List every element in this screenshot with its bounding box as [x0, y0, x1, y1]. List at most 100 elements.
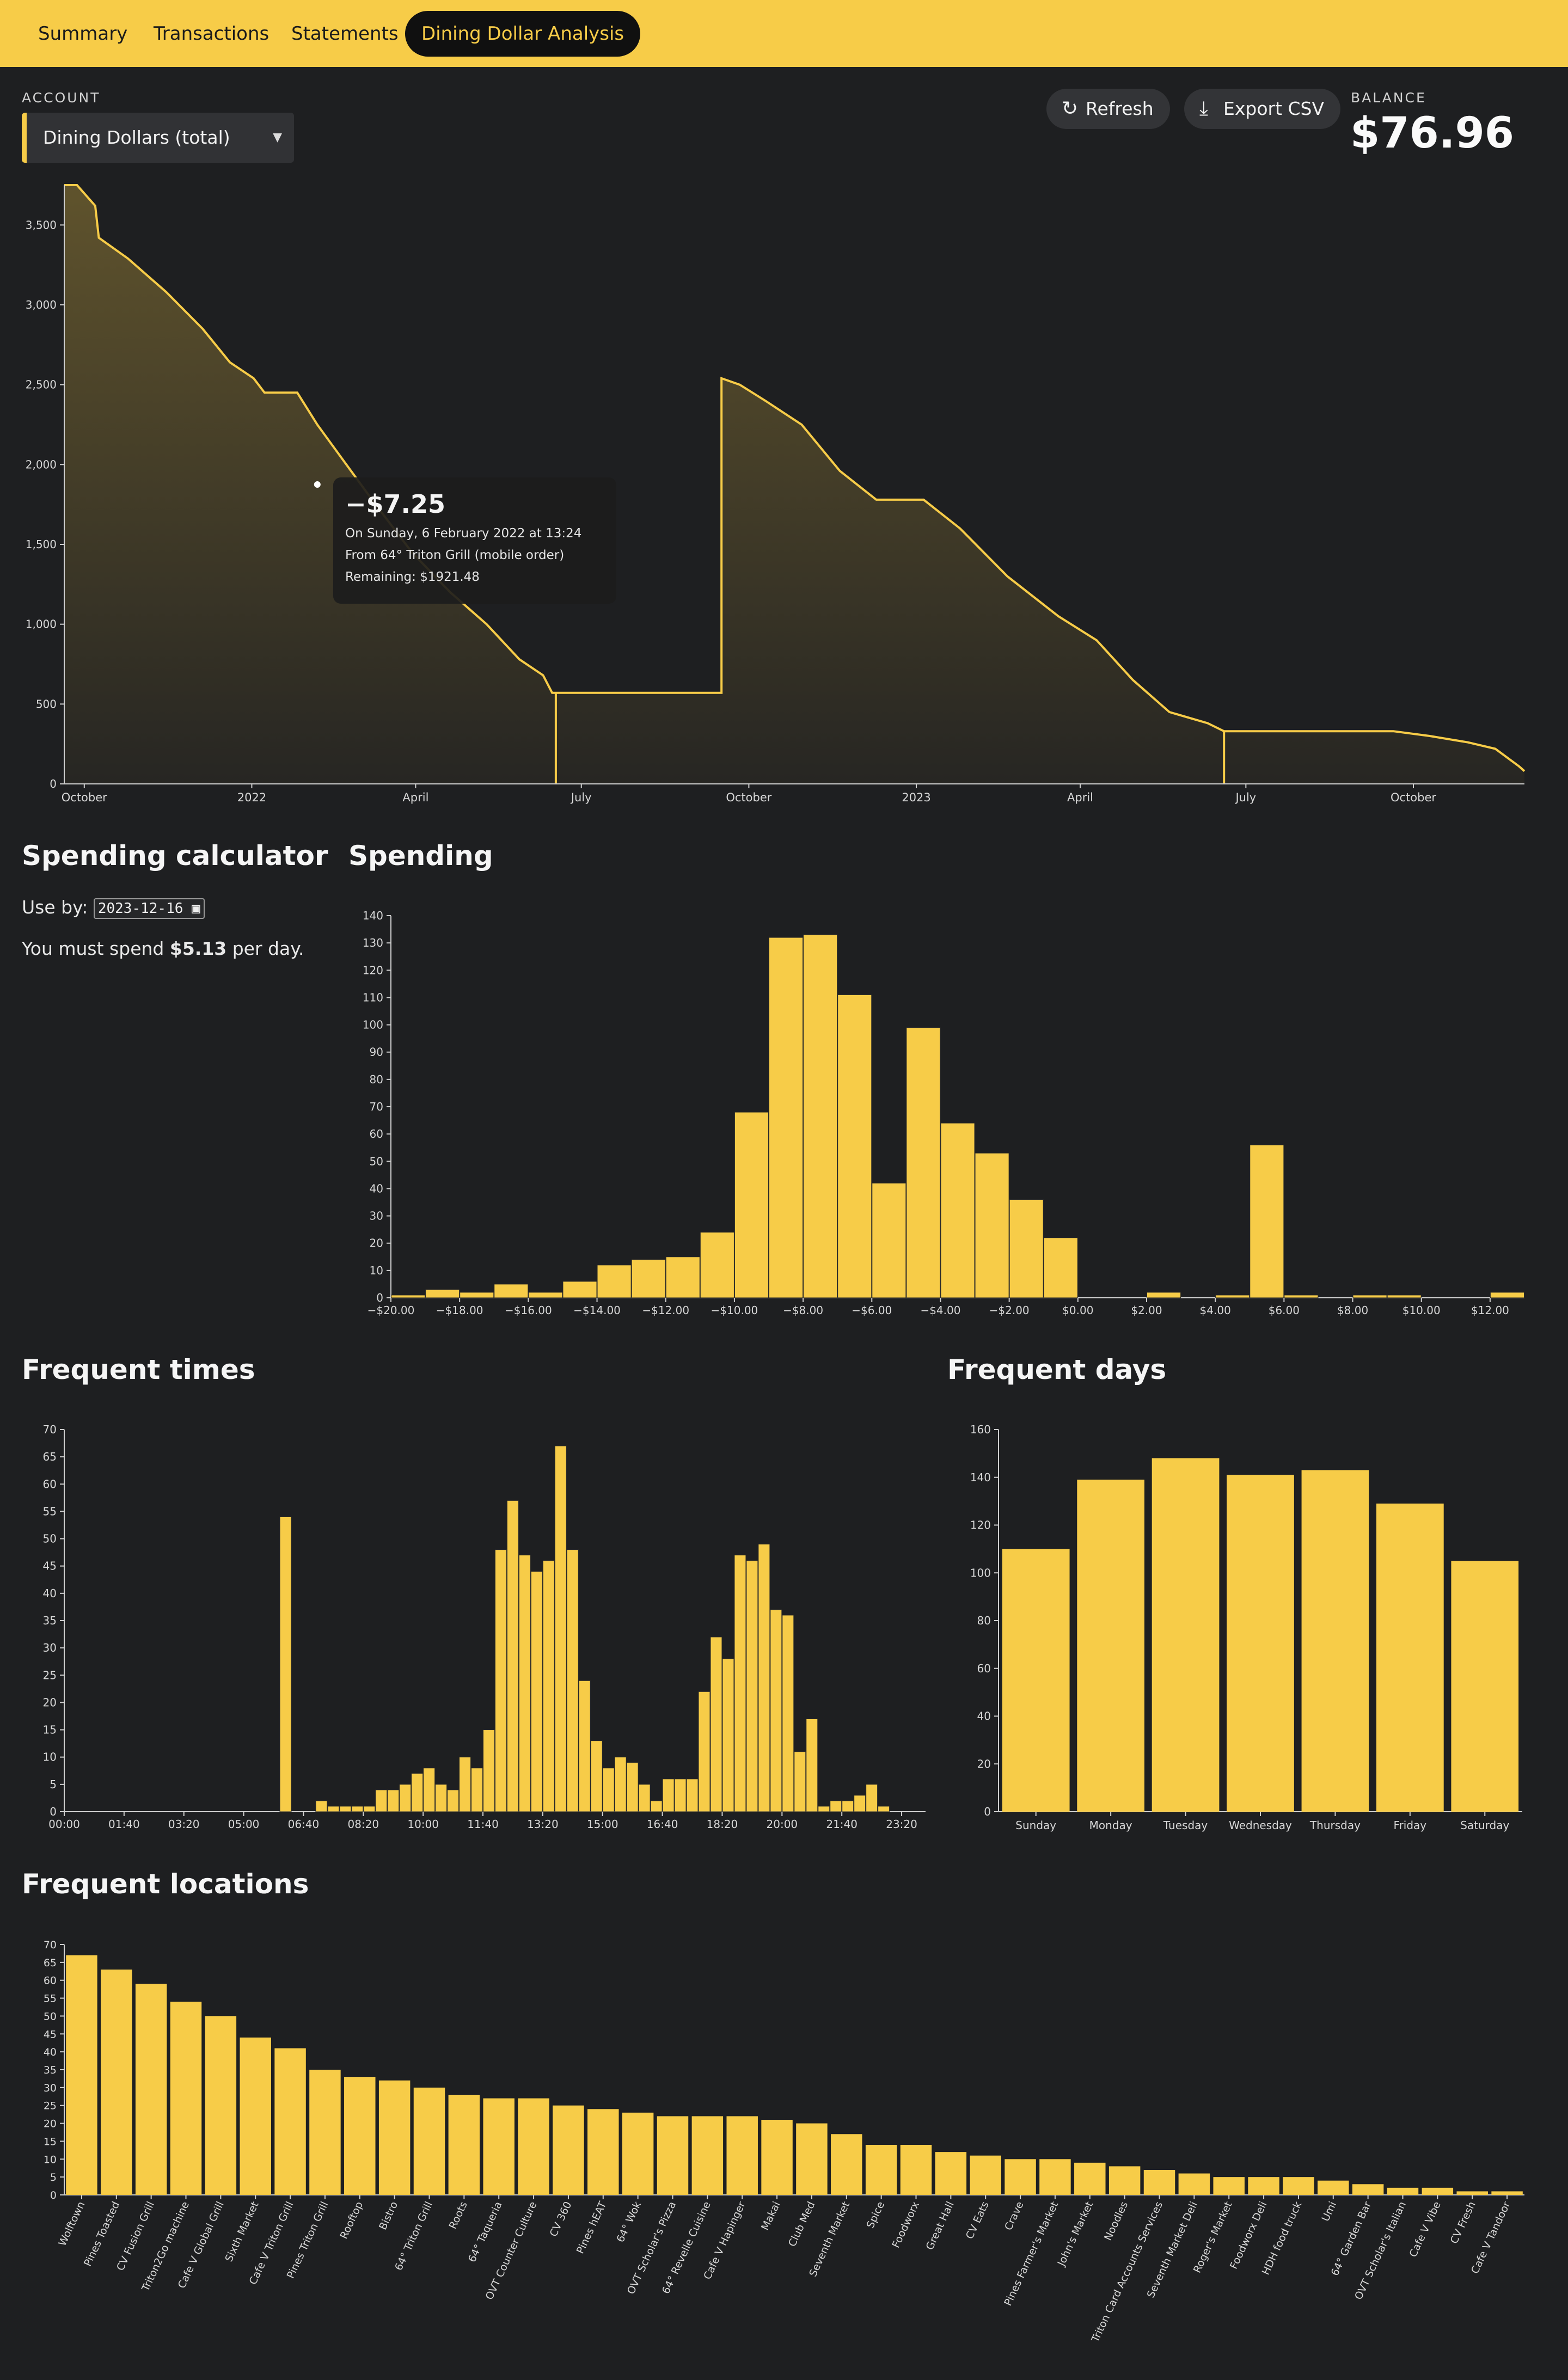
x-tick-label: −$2.00 — [989, 1304, 1030, 1317]
y-tick-label: 20 — [43, 1696, 57, 1709]
time-bar — [518, 1555, 531, 1812]
y-tick-label: 500 — [36, 697, 57, 710]
y-tick-label: 100 — [970, 1566, 991, 1579]
time-bar — [399, 1784, 412, 1812]
tab-transactions[interactable]: Transactions — [154, 23, 270, 45]
time-bar — [566, 1549, 579, 1812]
frequent-days-title: Frequent days — [947, 1354, 1167, 1385]
y-tick-label: 65 — [44, 1957, 57, 1969]
x-tick-label: April — [402, 791, 428, 804]
tab-statements[interactable]: Statements — [291, 23, 399, 45]
use-by-row: Use by: 2023-12-16 ▣ — [22, 897, 205, 919]
day-bar — [1077, 1480, 1144, 1812]
time-bar — [794, 1751, 806, 1812]
x-tick-label: −$6.00 — [852, 1304, 892, 1317]
y-tick-label: 90 — [370, 1046, 383, 1059]
time-bar — [327, 1806, 340, 1812]
tab-dining-dollar-analysis[interactable]: Dining Dollar Analysis — [405, 11, 641, 57]
tooltip-amount: −$7.25 — [345, 489, 446, 519]
spending-bar — [391, 1295, 426, 1298]
x-tick-label: −$20.00 — [367, 1304, 415, 1317]
location-bar — [1387, 2187, 1419, 2195]
location-label: Wolftown — [57, 2200, 88, 2248]
y-tick-label: 35 — [43, 1614, 57, 1627]
use-by-date-value: 2023-12-16 — [97, 900, 183, 917]
location-bar — [1318, 2180, 1349, 2195]
y-tick-label: 60 — [44, 1975, 57, 1987]
day-bar — [1451, 1561, 1519, 1812]
use-by-date-input[interactable]: 2023-12-16 ▣ — [93, 898, 205, 919]
location-bar — [691, 2116, 724, 2195]
time-bar — [626, 1762, 639, 1812]
y-tick-label: 60 — [370, 1127, 383, 1140]
y-tick-label: 70 — [44, 1939, 57, 1951]
location-bar — [378, 2080, 411, 2195]
spending-bar — [494, 1284, 529, 1298]
location-label: John's Market — [1055, 2200, 1095, 2268]
x-tick-label: $8.00 — [1337, 1304, 1368, 1317]
y-tick-label: 30 — [44, 2082, 57, 2094]
time-bar — [447, 1789, 460, 1812]
x-tick-label: −$14.00 — [573, 1304, 621, 1317]
y-tick-label: 0 — [50, 777, 57, 790]
balance-chart[interactable]: 0 500 1,000 1,500 2,000 2,500 3,000 3,500 Octobe… — [0, 174, 1568, 817]
day-label: Saturday — [1460, 1819, 1509, 1832]
location-bar — [761, 2120, 793, 2195]
account-select[interactable]: Dining Dollars (total) ▼ — [22, 113, 294, 163]
location-bar — [622, 2112, 654, 2195]
location-bar — [1283, 2177, 1314, 2195]
time-bar — [638, 1784, 651, 1812]
frequent-locations-title: Frequent locations — [22, 1868, 309, 1900]
y-tick-label: 40 — [44, 2046, 57, 2058]
y-tick-label: 50 — [44, 2010, 57, 2022]
location-bar — [1004, 2159, 1036, 2195]
location-bar — [518, 2098, 549, 2195]
x-tick-label: −$16.00 — [505, 1304, 552, 1317]
y-tick-label: 60 — [43, 1477, 57, 1490]
export-csv-label: Export CSV — [1223, 98, 1325, 119]
transaction-tooltip: −$7.25 On Sunday, 6 February 2022 at 13:… — [333, 477, 616, 604]
location-bar — [1491, 2191, 1523, 2195]
location-label: Rooftop — [338, 2200, 365, 2241]
time-bar — [734, 1555, 746, 1812]
spending-bar — [1352, 1295, 1387, 1298]
y-tick-label: 45 — [43, 1560, 57, 1573]
spending-bar — [1043, 1237, 1078, 1298]
spending-bar — [665, 1256, 700, 1298]
y-tick-label: 55 — [43, 1505, 57, 1518]
tooltip-date: On Sunday, 6 February 2022 at 13:24 — [345, 526, 582, 541]
location-label: Foodworx Deli — [1228, 2200, 1270, 2271]
time-bar — [483, 1729, 495, 1812]
time-bar — [279, 1516, 292, 1812]
location-bar — [1213, 2177, 1245, 2195]
time-bar — [758, 1544, 770, 1812]
x-tick-label: 15:00 — [587, 1818, 618, 1831]
time-bar — [698, 1691, 710, 1812]
y-tick-label: 120 — [363, 964, 383, 977]
location-label: CV 360 — [548, 2200, 574, 2238]
time-bar — [806, 1719, 818, 1812]
location-bar — [448, 2095, 480, 2195]
y-tick-label: 140 — [970, 1471, 991, 1484]
location-label: CV Fresh — [1448, 2200, 1478, 2246]
tab-summary[interactable]: Summary — [38, 23, 128, 45]
time-bar — [375, 1789, 388, 1812]
spend-per-day-text: You must spend $5.13 per day. — [22, 938, 304, 959]
x-tick-label: 16:40 — [647, 1818, 678, 1831]
location-label: HDH food truck — [1260, 2200, 1304, 2277]
spending-bar — [1490, 1292, 1525, 1298]
export-csv-button[interactable]: ⤓ Export CSV — [1184, 89, 1341, 129]
spending-bar — [734, 1112, 769, 1298]
frequent-times-title: Frequent times — [22, 1354, 255, 1385]
y-tick-label: 120 — [970, 1519, 991, 1532]
day-label: Friday — [1394, 1819, 1427, 1832]
spending-bar — [597, 1265, 632, 1298]
day-label: Monday — [1089, 1819, 1132, 1832]
time-bar — [506, 1500, 519, 1812]
time-bar — [770, 1609, 782, 1812]
x-tick-label: 18:20 — [707, 1818, 738, 1831]
location-bar — [657, 2116, 689, 2195]
time-bar — [602, 1768, 615, 1812]
refresh-button[interactable]: ↻ Refresh — [1046, 89, 1170, 129]
y-tick-label: 5 — [50, 2172, 57, 2183]
